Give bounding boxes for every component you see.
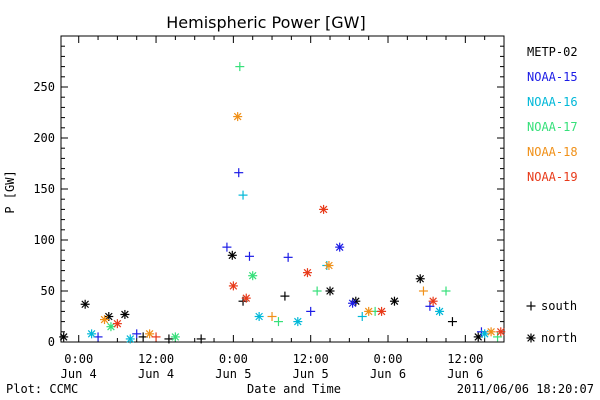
y-tick-label: 50 <box>41 284 55 298</box>
legend-entry: NOAA-15 <box>527 70 578 84</box>
data-point-south <box>234 168 244 178</box>
legend-entry: NOAA-16 <box>527 95 578 109</box>
data-point-south <box>222 242 232 252</box>
data-point-north <box>319 204 329 214</box>
x-tick-time-label: 12:00 <box>293 352 329 366</box>
data-point-north <box>254 312 264 321</box>
data-point-north <box>348 298 358 308</box>
data-point-north <box>325 286 335 296</box>
data-point-south <box>418 286 428 296</box>
data-point-north <box>120 309 130 319</box>
data-point-south <box>425 301 435 311</box>
data-point-north <box>233 112 243 122</box>
data-point-south <box>357 312 367 321</box>
data-point-north <box>435 306 445 316</box>
x-tick-date-label: Jun 6 <box>370 367 406 381</box>
data-point-north <box>415 274 425 284</box>
data-point-north <box>364 306 374 316</box>
legend-entry: NOAA-18 <box>527 145 578 159</box>
data-point-south <box>441 286 451 296</box>
data-point-north <box>145 329 155 339</box>
data-point-north <box>324 261 334 270</box>
data-point-south <box>235 62 245 72</box>
data-points <box>59 62 506 344</box>
data-point-south <box>493 332 503 342</box>
x-tick-time-label: 0:00 <box>64 352 93 366</box>
data-point-north <box>293 317 303 327</box>
x-tick-date-label: Jun 5 <box>293 367 329 381</box>
data-point-north <box>389 296 399 306</box>
legend-entry: NOAA-17 <box>527 120 578 134</box>
data-point-south <box>273 317 283 327</box>
data-point-north <box>80 299 90 309</box>
data-point-north <box>480 329 490 339</box>
data-point-north <box>99 315 109 325</box>
north-marker-icon <box>526 333 536 343</box>
data-point-south <box>196 334 206 344</box>
data-point-north <box>112 319 122 329</box>
x-tick-time-label: 12:00 <box>447 352 483 366</box>
y-tick-label: 150 <box>33 182 55 196</box>
footer-timestamp: 2011/06/06 18:20:07 <box>457 382 594 396</box>
x-tick-time-label: 0:00 <box>219 352 248 366</box>
y-axis: 0 50 100 150 200 250 <box>33 35 504 349</box>
data-point-north <box>87 329 97 339</box>
data-point-north <box>302 268 312 278</box>
data-point-south <box>312 286 322 296</box>
x-tick-date-label: Jun 4 <box>61 367 97 381</box>
y-tick-label: 0 <box>48 335 55 349</box>
legend-entry: METP-02 <box>527 45 578 59</box>
data-point-north <box>241 293 251 303</box>
y-axis-label: P [GW] <box>3 170 17 213</box>
data-point-north <box>228 281 238 291</box>
x-tick-date-label: Jun 4 <box>138 367 174 381</box>
data-point-north <box>125 334 135 344</box>
data-point-south <box>447 317 457 327</box>
data-point-south <box>283 252 293 262</box>
data-point-north <box>428 296 438 306</box>
data-point-south <box>280 291 290 301</box>
y-tick-label: 200 <box>33 131 55 145</box>
series-legend: METP-02 NOAA-15 NOAA-16 NOAA-17 NOAA-18 NOAA-… <box>527 45 578 184</box>
data-point-north <box>106 322 116 332</box>
marker-legend-label: south <box>541 299 577 313</box>
data-point-south <box>164 334 174 344</box>
x-tick-date-label: Jun 6 <box>447 367 483 381</box>
y-tick-label: 100 <box>33 233 55 247</box>
data-point-north <box>248 271 258 281</box>
data-point-south <box>132 329 142 339</box>
data-point-north <box>104 312 114 321</box>
data-point-south <box>151 332 161 342</box>
data-point-south <box>244 251 254 261</box>
y-tick-label: 250 <box>33 80 55 94</box>
legend-entry: NOAA-19 <box>527 170 578 184</box>
data-point-south <box>306 306 316 316</box>
x-tick-date-label: Jun 5 <box>215 367 251 381</box>
data-point-north <box>496 327 506 337</box>
data-point-north <box>59 332 69 342</box>
data-point-north <box>377 306 387 316</box>
x-tick-time-label: 0:00 <box>374 352 403 366</box>
south-marker-icon <box>526 301 536 311</box>
data-point-north <box>486 327 496 337</box>
marker-legend: south north <box>526 299 577 345</box>
x-axis-label: Date and Time <box>247 382 341 396</box>
footer-plot-credit: Plot: CCMC <box>6 382 78 396</box>
data-point-north <box>335 242 345 252</box>
data-point-north <box>170 332 180 342</box>
marker-legend-label: north <box>541 331 577 345</box>
data-point-north <box>227 250 237 260</box>
data-point-south <box>267 312 277 321</box>
data-point-south <box>238 190 248 200</box>
chart-title: Hemispheric Power [GW] <box>166 13 365 32</box>
x-tick-time-label: 12:00 <box>138 352 174 366</box>
